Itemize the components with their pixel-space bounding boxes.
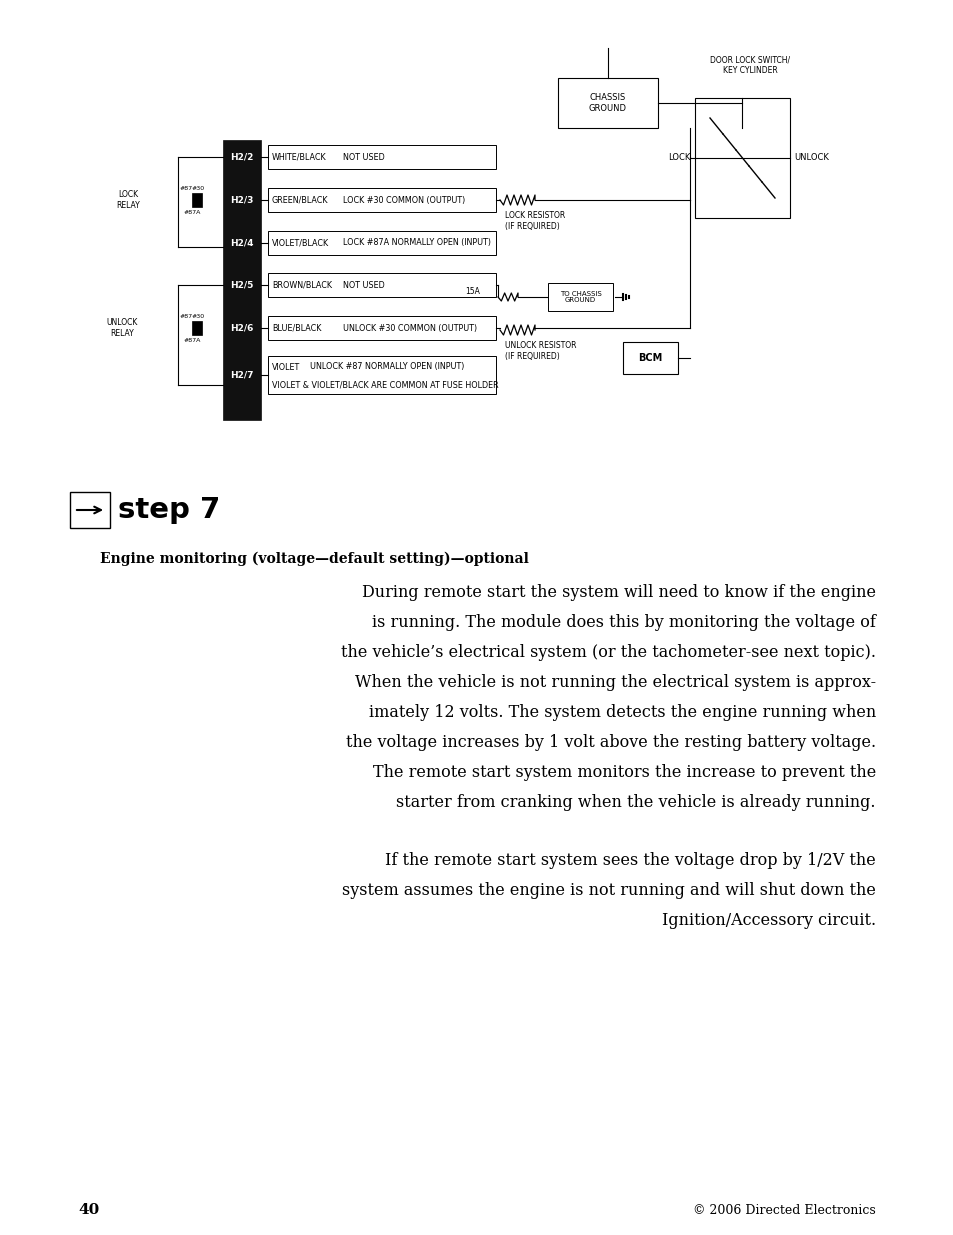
Bar — [268, 316, 496, 340]
Text: BCM: BCM — [638, 353, 662, 363]
Text: #87A: #87A — [183, 337, 200, 342]
Bar — [268, 231, 496, 254]
Text: LOCK
RELAY: LOCK RELAY — [116, 190, 140, 210]
Text: #30: #30 — [192, 185, 204, 190]
Text: the voltage increases by 1 volt above the resting battery voltage.: the voltage increases by 1 volt above th… — [346, 734, 875, 751]
Text: During remote start the system will need to know if the engine: During remote start the system will need… — [361, 584, 875, 601]
Text: VIOLET & VIOLET/BLACK ARE COMMON AT FUSE HOLDER: VIOLET & VIOLET/BLACK ARE COMMON AT FUSE… — [272, 380, 498, 389]
Text: H2/4: H2/4 — [230, 238, 253, 247]
Text: LOCK: LOCK — [668, 153, 690, 163]
Text: Ignition/Accessory circuit.: Ignition/Accessory circuit. — [661, 911, 875, 929]
Text: H2/5: H2/5 — [230, 280, 253, 289]
Text: (IF REQUIRED): (IF REQUIRED) — [504, 221, 559, 231]
Text: UNLOCK #87 NORMALLY OPEN (INPUT): UNLOCK #87 NORMALLY OPEN (INPUT) — [310, 363, 464, 372]
Text: BROWN/BLACK: BROWN/BLACK — [272, 280, 332, 289]
Text: Engine monitoring (voltage—default setting)—optional: Engine monitoring (voltage—default setti… — [100, 552, 528, 567]
Bar — [558, 78, 658, 128]
Bar — [192, 321, 202, 335]
Text: UNLOCK #30 COMMON (OUTPUT): UNLOCK #30 COMMON (OUTPUT) — [343, 324, 476, 332]
Bar — [192, 193, 202, 207]
Text: imately 12 volts. The system detects the engine running when: imately 12 volts. The system detects the… — [369, 704, 875, 721]
Text: When the vehicle is not running the electrical system is approx-: When the vehicle is not running the elec… — [355, 674, 875, 692]
Text: #87: #87 — [179, 314, 193, 319]
Bar — [547, 283, 613, 311]
Text: LOCK RESISTOR: LOCK RESISTOR — [504, 211, 565, 221]
Bar — [268, 273, 496, 296]
Bar — [268, 356, 496, 394]
Text: system assumes the engine is not running and will shut down the: system assumes the engine is not running… — [342, 882, 875, 899]
Text: VIOLET/BLACK: VIOLET/BLACK — [272, 238, 329, 247]
Bar — [223, 140, 261, 420]
Text: starter from cranking when the vehicle is already running.: starter from cranking when the vehicle i… — [396, 794, 875, 811]
Text: #30: #30 — [192, 314, 204, 319]
Text: is running. The module does this by monitoring the voltage of: is running. The module does this by moni… — [372, 614, 875, 631]
Text: NOT USED: NOT USED — [343, 152, 384, 162]
Text: 40: 40 — [78, 1203, 99, 1216]
Text: the vehicle’s electrical system (or the tachometer-see next topic).: the vehicle’s electrical system (or the … — [340, 643, 875, 661]
Text: (IF REQUIRED): (IF REQUIRED) — [504, 352, 559, 361]
Text: VIOLET: VIOLET — [272, 363, 300, 372]
Bar — [622, 342, 678, 374]
Text: TO CHASSIS
GROUND: TO CHASSIS GROUND — [559, 290, 600, 304]
Bar — [70, 492, 110, 529]
Text: LOCK #87A NORMALLY OPEN (INPUT): LOCK #87A NORMALLY OPEN (INPUT) — [343, 238, 491, 247]
Bar — [268, 188, 496, 212]
Text: #87: #87 — [179, 185, 193, 190]
Text: WHITE/BLACK: WHITE/BLACK — [272, 152, 326, 162]
Text: BLUE/BLACK: BLUE/BLACK — [272, 324, 321, 332]
Text: LOCK #30 COMMON (OUTPUT): LOCK #30 COMMON (OUTPUT) — [343, 195, 465, 205]
Text: DOOR LOCK SWITCH/
KEY CYLINDER: DOOR LOCK SWITCH/ KEY CYLINDER — [709, 56, 789, 75]
Text: 15A: 15A — [465, 288, 479, 296]
Text: UNLOCK: UNLOCK — [793, 153, 828, 163]
Bar — [268, 144, 496, 169]
Text: GREEN/BLACK: GREEN/BLACK — [272, 195, 328, 205]
Text: H2/6: H2/6 — [230, 324, 253, 332]
Bar — [695, 98, 789, 219]
Text: The remote start system monitors the increase to prevent the: The remote start system monitors the inc… — [373, 764, 875, 781]
Text: © 2006 Directed Electronics: © 2006 Directed Electronics — [693, 1203, 875, 1216]
Text: H2/3: H2/3 — [230, 195, 253, 205]
Text: step 7: step 7 — [118, 496, 220, 524]
Text: UNLOCK
RELAY: UNLOCK RELAY — [106, 319, 137, 337]
Text: CHASSIS
GROUND: CHASSIS GROUND — [588, 94, 626, 112]
Text: H2/2: H2/2 — [230, 152, 253, 162]
Text: If the remote start system sees the voltage drop by 1/2V the: If the remote start system sees the volt… — [385, 852, 875, 869]
Text: NOT USED: NOT USED — [343, 280, 384, 289]
Text: H2/7: H2/7 — [230, 370, 253, 379]
Text: UNLOCK RESISTOR: UNLOCK RESISTOR — [504, 342, 576, 351]
Text: #87A: #87A — [183, 210, 200, 215]
